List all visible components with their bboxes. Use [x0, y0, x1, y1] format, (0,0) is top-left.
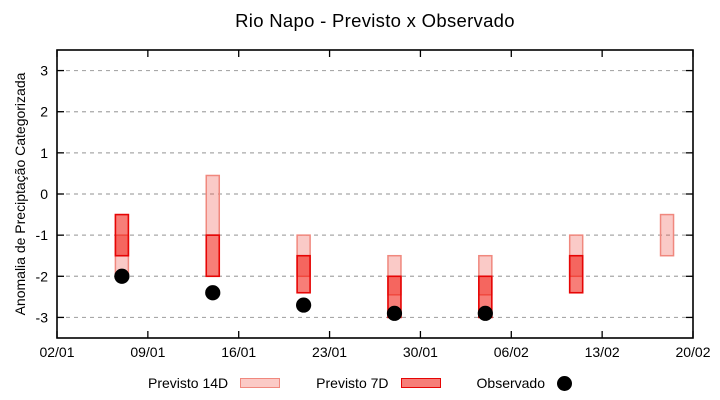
chart-title: Rio Napo - Previsto x Observado	[235, 10, 515, 31]
legend-item-observado: Observado	[477, 375, 572, 391]
observado-dot	[205, 285, 221, 301]
observado-dot	[296, 297, 312, 313]
tick-labels: 3 2 1 0 -1 -2 -3 02/01 09/01 16/01 23/01 30/01 06/02…	[36, 63, 711, 360]
y-tick-label: -1	[36, 227, 49, 243]
previsto-7d-bar	[568, 254, 584, 294]
previsto-7d-bar	[296, 254, 311, 294]
legend-label-observado: Observado	[476, 375, 545, 391]
legend-swatch-previsto-7d-icon	[400, 378, 441, 388]
x-tick-label: 09/01	[130, 344, 165, 360]
x-tick-label: 02/01	[39, 344, 74, 360]
x-tick-label: 13/02	[585, 344, 620, 360]
observado-dot	[386, 305, 403, 321]
x-tick-label: 30/01	[403, 344, 438, 360]
y-tick-label: 2	[40, 104, 48, 120]
legend-swatch-previsto-14d-icon	[240, 378, 281, 388]
previsto-14d-bar	[205, 174, 221, 236]
gridlines	[58, 69, 692, 319]
x-tick-label: 06/02	[494, 344, 529, 360]
legend-label-previsto-14d: Previsto 14D	[148, 375, 229, 391]
legend: Previsto 14D Previsto 7D Observado	[0, 371, 720, 395]
x-tick-label: 23/01	[312, 344, 347, 360]
legend-item-previsto-7d: Previsto 7D	[316, 375, 441, 391]
y-tick-label: 0	[40, 186, 48, 202]
previsto-7d-bar	[205, 234, 221, 278]
y-tick-label: -3	[36, 309, 49, 325]
plot-border	[56, 49, 694, 339]
legend-label-previsto-7d: Previsto 7D	[316, 375, 389, 391]
x-tick-label: 16/01	[221, 344, 256, 360]
y-tick-label: 1	[40, 145, 48, 161]
forecast-bars	[114, 174, 675, 319]
legend-item-previsto-14d: Previsto 14D	[148, 375, 281, 391]
observado-dot	[114, 268, 130, 284]
observado-dot	[477, 305, 493, 321]
y-tick-label: 3	[40, 63, 48, 79]
axis-ticks	[56, 50, 694, 338]
y-tick-label: -2	[36, 268, 49, 284]
legend-swatch-observado-icon	[557, 375, 572, 391]
previsto-7d-bar	[114, 213, 130, 257]
previsto-14d-bar	[659, 213, 675, 257]
observed-dots	[114, 268, 493, 321]
x-tick-label: 20/02	[675, 344, 710, 360]
